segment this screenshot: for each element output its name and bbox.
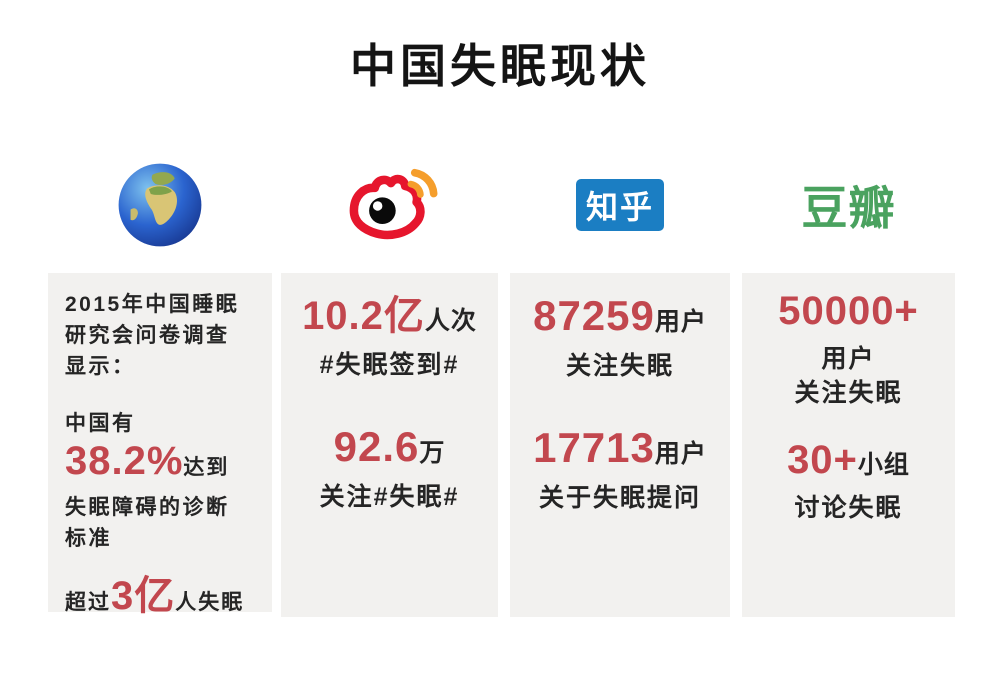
- zhihu-stat-2: 17713用户: [510, 425, 730, 481]
- weibo-stat-1: 10.2亿人次: [281, 293, 498, 348]
- survey-total-prefix: 超过: [65, 591, 111, 614]
- weibo-stat-2-value: 92.6: [333, 423, 420, 470]
- zhihu-stat-1-label: 关注失眠: [565, 352, 674, 380]
- douban-stat-group-2: 30+小组 讨论失眠: [742, 438, 955, 525]
- zhihu-stat-1: 87259用户: [510, 293, 730, 349]
- zhihu-stat-group-2: 17713用户 关于失眠提问: [510, 425, 730, 515]
- weibo-stat-group-1: 10.2亿人次 #失眠签到#: [281, 293, 498, 382]
- survey-line-3: 显示：: [65, 355, 136, 378]
- douban-logo-text: 豆瓣: [801, 182, 896, 234]
- survey-line-6: 失眠障碍的诊断: [65, 496, 230, 519]
- globe-earth-graphic: [118, 163, 202, 247]
- zhihu-stat-2-value: 17713: [533, 424, 655, 471]
- survey-stats-card: 2015年中国睡眠 研究会问卷调查 显示： 中国有 38.2%达到 失眠障碍的诊…: [48, 273, 272, 618]
- douban-stat-2-label: 讨论失眠: [794, 494, 903, 522]
- douban-logo-icon: 豆瓣: [742, 156, 955, 254]
- survey-stat-total: 超过3亿人失眠: [65, 574, 262, 627]
- zhihu-stat-1-value: 87259: [533, 292, 655, 339]
- survey-percentage-suffix: 达到: [183, 456, 230, 479]
- survey-line-7: 标准: [65, 527, 112, 550]
- survey-stat-percentage: 38.2%达到: [65, 439, 262, 492]
- douban-stat-1-label: 关注失眠: [794, 379, 903, 407]
- survey-total-value: 3亿: [111, 574, 176, 618]
- zhihu-stat-2-suffix: 用户: [654, 440, 707, 468]
- globe-icon: [48, 156, 272, 254]
- zhihu-logo-icon: 知乎: [510, 156, 730, 254]
- survey-line-1: 2015年中国睡眠: [65, 293, 240, 316]
- douban-stat-2: 30+小组: [742, 438, 955, 491]
- douban-stat-group-1: 50000+ 用户 关注失眠: [742, 289, 955, 410]
- douban-stat-1-line2: 用户: [821, 345, 876, 373]
- douban-stat-1: 50000+: [742, 289, 955, 342]
- weibo-stat-1-suffix: 人次: [424, 307, 477, 335]
- page-title: 中国失眠现状: [350, 40, 650, 92]
- zhihu-stat-2-label: 关于失眠提问: [538, 484, 701, 512]
- survey-line-4: 中国有: [65, 412, 136, 435]
- zhihu-stat-1-suffix: 用户: [654, 308, 707, 336]
- weibo-stat-1-value: 10.2亿: [302, 294, 425, 338]
- zhihu-logo-text: 知乎: [585, 189, 654, 225]
- zhihu-stat-group-1: 87259用户 关注失眠: [510, 293, 730, 383]
- weibo-stat-2-suffix: 万: [419, 439, 446, 467]
- weibo-eye-graphic: [349, 168, 437, 240]
- weibo-stat-2-label: 关注#失眠#: [319, 483, 460, 511]
- survey-total-suffix: 人失眠: [175, 591, 245, 614]
- weibo-icon: [281, 156, 498, 254]
- douban-stat-1-value: 50000+: [778, 289, 919, 333]
- weibo-stat-group-2: 92.6万 关注#失眠#: [281, 424, 498, 514]
- zhihu-logo-box: 知乎: [576, 179, 664, 231]
- douban-stat-2-suffix: 小组: [857, 451, 910, 479]
- weibo-stats-card: 10.2亿人次 #失眠签到# 92.6万 关注#失眠#: [281, 273, 498, 617]
- weibo-stat-2: 92.6万: [281, 424, 498, 480]
- douban-stats-card: 50000+ 用户 关注失眠 30+小组 讨论失眠: [742, 273, 955, 617]
- survey-percentage-value: 38.2%: [65, 439, 184, 483]
- douban-stat-2-value: 30+: [787, 438, 858, 482]
- weibo-stat-1-label: #失眠签到#: [319, 351, 460, 379]
- zhihu-stats-card: 87259用户 关注失眠 17713用户 关于失眠提问: [510, 273, 730, 617]
- survey-line-2: 研究会问卷调查: [65, 324, 230, 347]
